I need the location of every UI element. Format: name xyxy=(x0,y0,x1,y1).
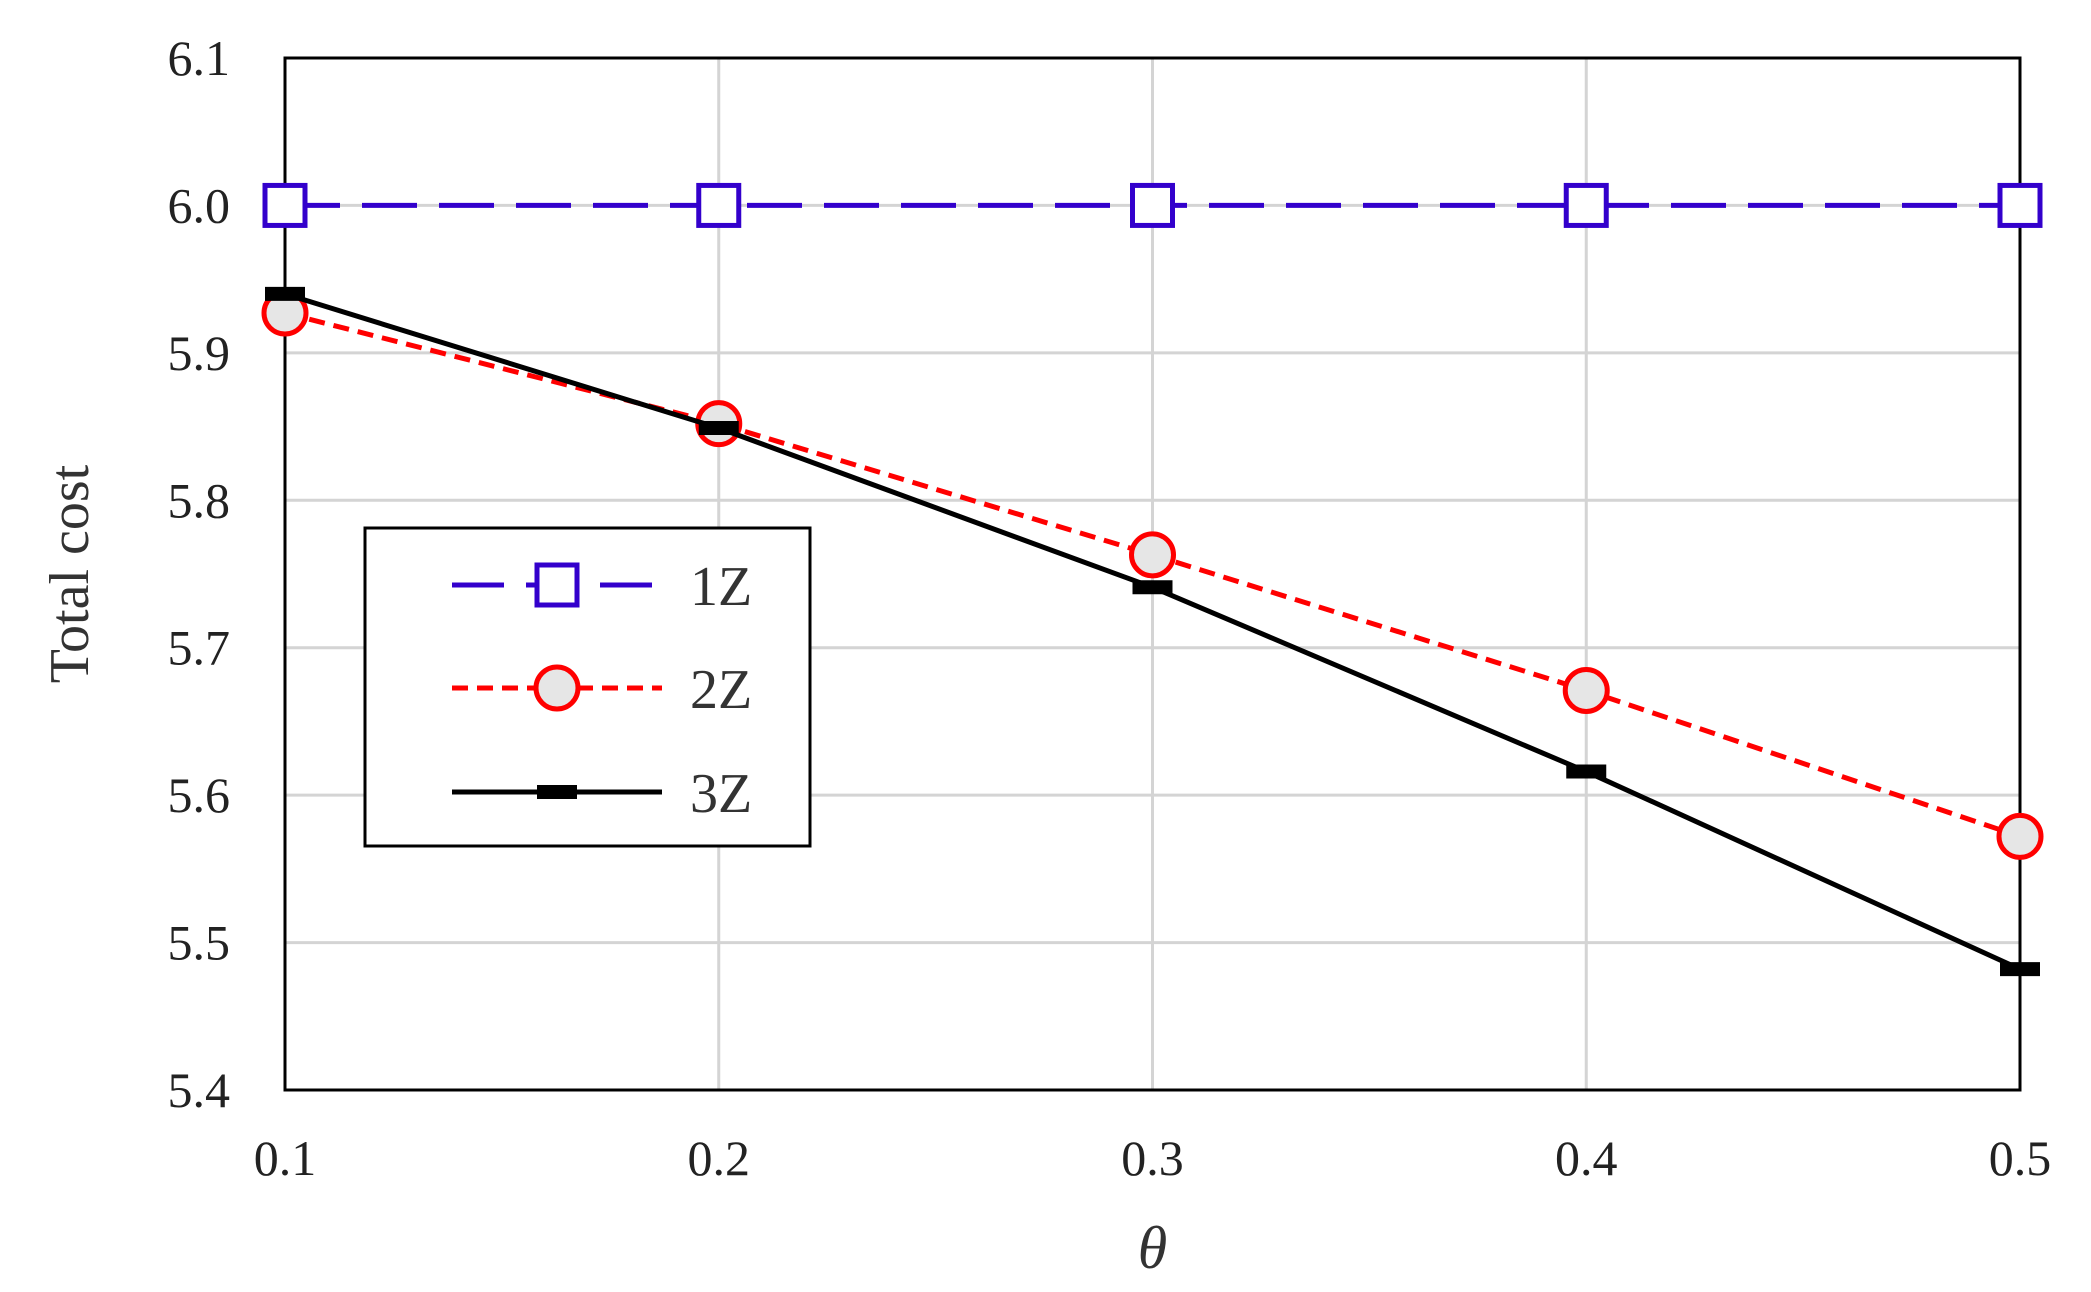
series-group xyxy=(261,182,2044,977)
legend-label-1z: 1Z xyxy=(690,556,752,618)
x-tick-label: 0.2 xyxy=(688,1130,751,1186)
y-tick-label: 6.0 xyxy=(168,177,231,233)
marker-1z-square xyxy=(1563,182,1609,228)
marker-1z-square xyxy=(1997,182,2043,228)
y-tick-label: 5.4 xyxy=(168,1062,231,1118)
plot-area-frame xyxy=(283,56,2022,1092)
marker-1z-square xyxy=(262,182,308,228)
y-tick-label: 6.1 xyxy=(168,30,231,86)
marker-2z-circle xyxy=(1129,531,1176,579)
marker-2z-circle xyxy=(533,664,581,712)
y-tick-label: 5.5 xyxy=(168,915,231,971)
y-tick-label: 5.6 xyxy=(168,767,231,823)
legend-label-3z: 3Z xyxy=(690,763,752,825)
y-tick-label: 5.9 xyxy=(168,325,231,381)
x-tick-labels: 0.1 0.2 0.3 0.4 0.5 xyxy=(254,1130,2052,1186)
y-tick-label: 5.7 xyxy=(168,620,231,676)
x-tick-label: 0.4 xyxy=(1555,1130,1618,1186)
y-tick-label: 5.8 xyxy=(168,472,231,528)
x-tick-label: 0.3 xyxy=(1121,1130,1184,1186)
x-tick-label: 0.1 xyxy=(254,1130,317,1186)
marker-2z-circle xyxy=(1562,666,1610,714)
series-3z xyxy=(265,286,2040,977)
legend: 1Z 2Z 3Z xyxy=(363,526,812,848)
legend-label-2z: 2Z xyxy=(690,659,752,721)
y-tick-labels: 5.4 5.5 5.6 5.7 5.8 5.9 6.0 6.1 xyxy=(168,30,231,1118)
marker-1z-square xyxy=(534,562,580,608)
marker-2z-circle xyxy=(1996,812,2044,860)
y-axis-title: Total cost xyxy=(39,464,101,683)
x-tick-label: 0.5 xyxy=(1989,1130,2052,1186)
marker-1z-square xyxy=(1130,182,1175,228)
x-axis-title: θ xyxy=(1138,1215,1167,1281)
marker-1z-square xyxy=(696,182,742,228)
series-1z xyxy=(262,182,2043,228)
